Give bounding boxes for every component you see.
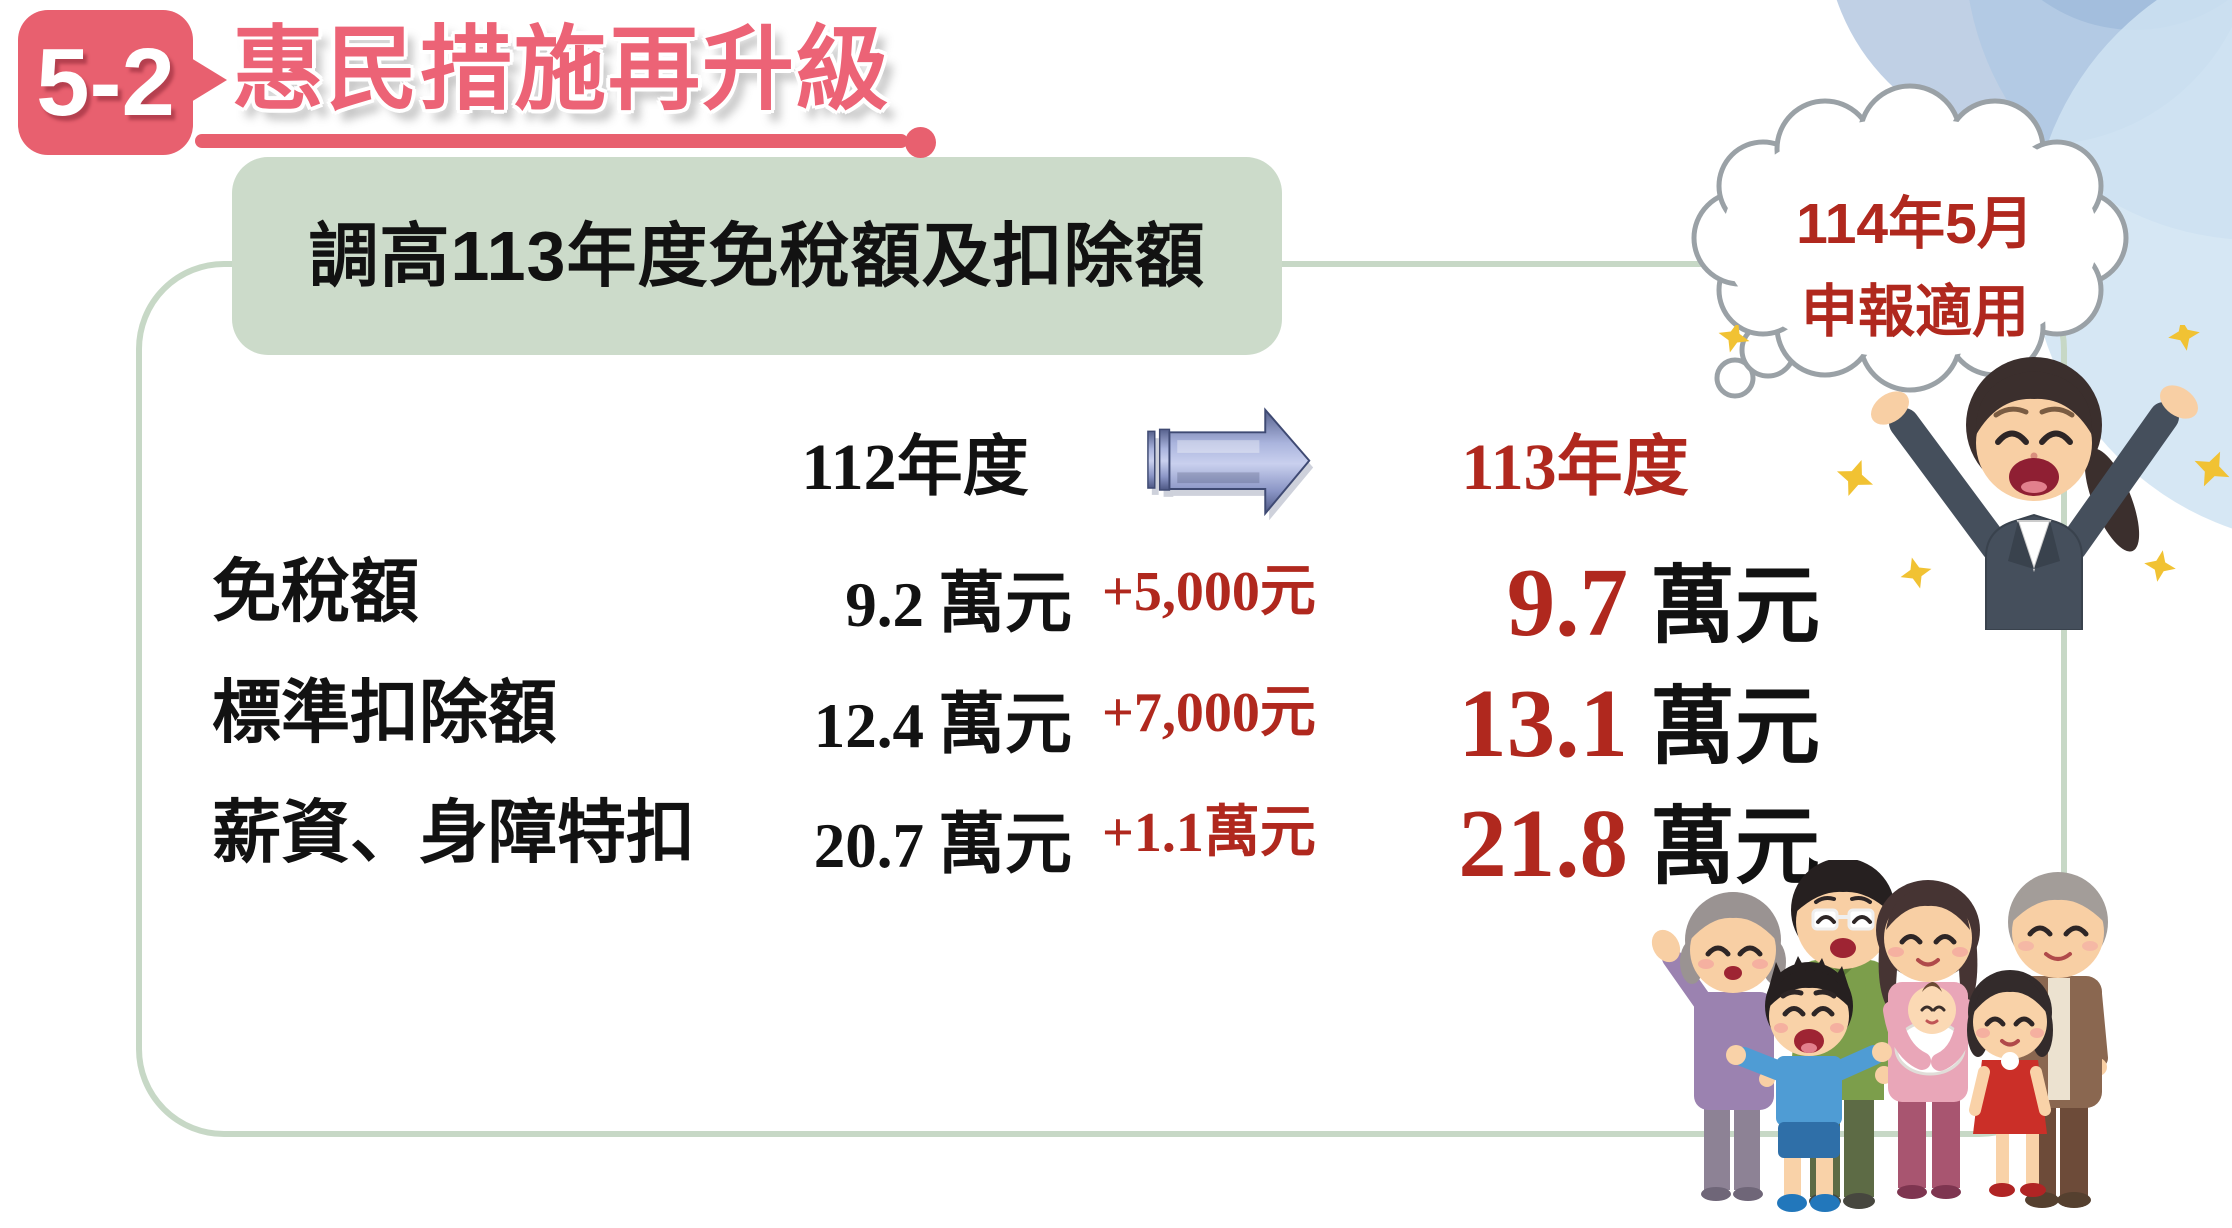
callout-line-1: 114年5月 <box>1796 192 2034 256</box>
before-number: 20.7 <box>813 811 924 881</box>
boy <box>1726 956 1892 1212</box>
section-number-text: 5-2 <box>36 29 175 136</box>
sparkle-star-icon <box>1714 325 2232 593</box>
subtitle-text: 調高113年度免稅額及扣除額 <box>308 217 1206 295</box>
subtitle-box: 調高113年度免稅額及扣除額 <box>232 157 1282 355</box>
title-underline <box>195 134 908 148</box>
before-number: 12.4 <box>813 691 924 761</box>
page-title: 惠民措施再升級 <box>232 19 891 121</box>
row-before-value: 9.2 萬元 <box>690 537 1072 647</box>
before-unit: 萬元 <box>938 567 1072 641</box>
row-label-salary-disability-deduction: 薪資、身障特扣 <box>212 794 695 871</box>
three-generation-family-illustration <box>1651 860 2108 1212</box>
column-header-after: 113年度 <box>1461 431 1689 504</box>
row-before-value: 12.4 萬元 <box>690 658 1072 768</box>
row-after-value: 13.1 萬元 <box>1295 658 1820 777</box>
striped-right-arrow-icon <box>1147 407 1314 521</box>
after-unit: 萬元 <box>1649 559 1820 654</box>
callout-line-2: 申報適用 <box>1801 280 2029 344</box>
row-label-exemption: 免稅額 <box>212 553 419 630</box>
column-header-before: 112年度 <box>801 431 1029 504</box>
badge-pointer-icon <box>191 58 227 102</box>
row-after-value: 9.7 萬元 <box>1295 537 1820 656</box>
after-number: 21.8 <box>1458 790 1628 897</box>
row-before-value: 20.7 萬元 <box>690 778 1072 888</box>
before-unit: 萬元 <box>938 688 1072 762</box>
row-increase: +7,000元 <box>1102 682 1316 744</box>
before-unit: 萬元 <box>938 808 1072 882</box>
row-increase: +5,000元 <box>1102 561 1316 623</box>
after-number: 9.7 <box>1506 549 1628 656</box>
celebrating-woman-illustration <box>1714 325 2232 630</box>
row-label-standard-deduction: 標準扣除額 <box>212 674 557 751</box>
after-unit: 萬元 <box>1649 680 1820 775</box>
section-number-badge: 5-2 <box>18 10 193 155</box>
girl <box>1967 970 2053 1197</box>
title-underline-dot-icon <box>905 127 936 158</box>
row-after-value: 21.8 萬元 <box>1295 778 1820 897</box>
grandma <box>1651 892 1786 1201</box>
mother-and-baby <box>1876 880 1980 1199</box>
row-increase: +1.1萬元 <box>1102 802 1316 864</box>
after-unit: 萬元 <box>1649 800 1820 895</box>
thought-cloud-bubble <box>1691 83 2129 399</box>
after-number: 13.1 <box>1458 670 1628 777</box>
before-number: 9.2 <box>845 570 924 640</box>
